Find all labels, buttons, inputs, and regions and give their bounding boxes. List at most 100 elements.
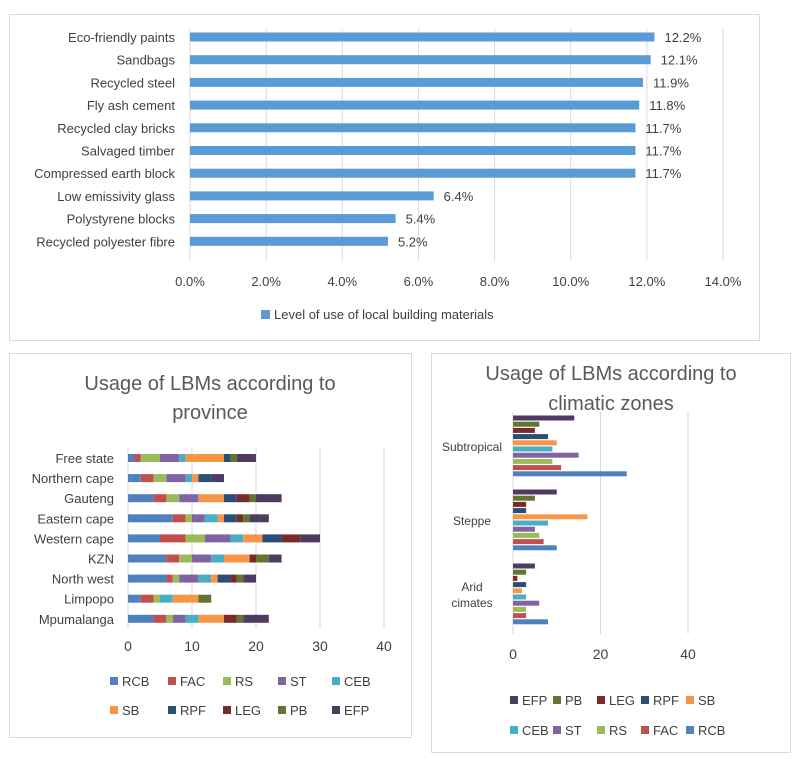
- legend-swatch: [641, 696, 649, 704]
- bar-segment: [192, 474, 199, 483]
- bar-segment: [224, 554, 250, 563]
- bar: [190, 77, 644, 87]
- bar: [513, 575, 518, 581]
- category-label: Eastern cape: [37, 511, 114, 526]
- bar-segment: [140, 474, 154, 483]
- bar-segment: [236, 574, 244, 583]
- bar: [513, 446, 553, 452]
- legend-label: ST: [290, 674, 307, 689]
- bar: [513, 440, 557, 446]
- data-label: 11.7%: [645, 166, 681, 181]
- category-label: Eco-friendly paints: [68, 30, 175, 45]
- bar-segment: [185, 614, 199, 623]
- category-label: Low emissivity glass: [57, 189, 175, 204]
- bar: [513, 465, 562, 471]
- bar-segment: [128, 534, 160, 543]
- category-label: Steppe: [453, 514, 491, 528]
- legend-swatch: [597, 696, 605, 704]
- legend-label: RCB: [698, 723, 725, 738]
- bar-segment: [179, 454, 186, 462]
- bar-segment: [249, 494, 256, 503]
- bar-segment: [166, 574, 173, 583]
- bar-segment: [185, 514, 192, 523]
- bar-segment: [300, 534, 320, 543]
- category-label: Compressed earth block: [34, 166, 175, 181]
- bar-segment: [249, 554, 256, 563]
- category-label: Subtropical: [442, 440, 502, 454]
- category-label: Gauteng: [64, 491, 114, 506]
- legend-label: SB: [698, 693, 715, 708]
- bar-segment: [140, 594, 154, 603]
- bar-segment: [236, 454, 256, 462]
- x-tick-label: 20: [593, 646, 609, 662]
- bar-segment: [160, 594, 173, 603]
- bar: [190, 146, 636, 155]
- category-label: Fly ash cement: [87, 98, 176, 113]
- bar-segment: [128, 614, 154, 623]
- legend-label: LEG: [235, 703, 261, 718]
- legend-label: FAC: [180, 674, 205, 689]
- category-label: Western cape: [34, 531, 114, 546]
- x-tick-label: 40: [376, 638, 392, 654]
- chart-title: Usage of LBMs according to: [84, 373, 335, 395]
- category-label: Arid: [461, 580, 482, 594]
- bar: [513, 427, 535, 433]
- legend-swatch: [223, 706, 231, 714]
- legend-label: LEG: [609, 693, 635, 708]
- bar-segment: [230, 454, 237, 462]
- legend-swatch: [168, 677, 176, 685]
- bar-segment: [198, 474, 212, 483]
- bar-segment: [256, 494, 282, 503]
- x-tick-label: 20: [248, 638, 264, 654]
- bar: [190, 55, 651, 65]
- bar-segment: [128, 494, 154, 503]
- data-label: 6.4%: [444, 189, 474, 204]
- bar-segment: [185, 454, 224, 462]
- legend-swatch: [332, 677, 340, 685]
- legend-swatch: [278, 706, 286, 714]
- bar: [513, 421, 540, 427]
- data-label: 5.2%: [398, 234, 428, 249]
- bar: [513, 594, 527, 600]
- legend-label: CEB: [522, 723, 549, 738]
- bar-segment: [185, 534, 205, 543]
- bar-segment: [281, 534, 301, 543]
- bar-segment: [179, 574, 199, 583]
- bar: [513, 600, 540, 606]
- bar: [513, 458, 553, 464]
- bar-segment: [243, 614, 269, 623]
- legend-label: RS: [609, 723, 627, 738]
- bar: [190, 214, 396, 224]
- x-tick-label: 4.0%: [327, 274, 357, 289]
- bar-segment: [224, 454, 231, 462]
- bar-segment: [179, 494, 199, 503]
- category-label: Recycled clay bricks: [57, 121, 175, 136]
- bar-segment: [256, 554, 269, 563]
- chart-title: climatic zones: [548, 393, 674, 415]
- legend-label: EFP: [344, 703, 369, 718]
- x-tick-label: 0.0%: [175, 274, 205, 289]
- bar-segment: [160, 534, 186, 543]
- legend-swatch: [686, 726, 694, 734]
- x-tick-label: 30: [312, 638, 328, 654]
- legend-swatch: [510, 726, 518, 734]
- bar: [513, 569, 527, 575]
- bar: [513, 532, 540, 538]
- bar-segment: [166, 474, 186, 483]
- bar: [190, 168, 636, 178]
- bar-segment: [185, 474, 192, 483]
- legend-label: PB: [290, 703, 307, 718]
- bar-segment: [166, 554, 180, 563]
- legend-label: ST: [565, 723, 582, 738]
- category-label: Northern cape: [32, 471, 114, 486]
- bar-segment: [211, 474, 224, 483]
- bar: [513, 452, 579, 458]
- bar: [190, 123, 636, 133]
- category-label: Limpopo: [64, 592, 114, 607]
- bar-segment: [230, 574, 237, 583]
- bar-segment: [243, 534, 263, 543]
- x-tick-label: 2.0%: [251, 274, 281, 289]
- bar: [513, 415, 575, 421]
- data-label: 12.1%: [661, 53, 698, 68]
- x-tick-label: 10.0%: [552, 274, 589, 289]
